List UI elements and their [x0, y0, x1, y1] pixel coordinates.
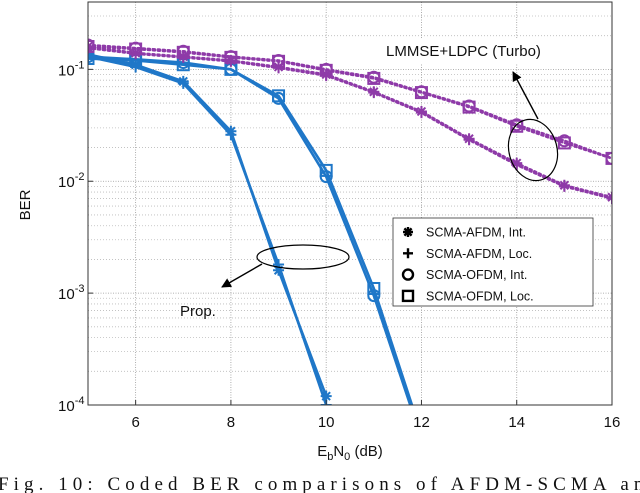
marker [558, 180, 570, 192]
x-tick-label: 14 [508, 414, 525, 431]
x-tick-label: 6 [131, 414, 139, 431]
y-tick-exponent: -3 [75, 283, 85, 295]
marker [272, 89, 286, 103]
y-tick-exponent: -2 [75, 171, 85, 183]
annotation-ellipse [256, 244, 350, 270]
plot-frame [87, 1, 613, 406]
series-line [88, 55, 328, 405]
y-tick-base: 10 [58, 62, 75, 79]
annotation-arrow [221, 263, 263, 288]
y-axis-label: BER [17, 189, 34, 220]
marker [224, 50, 238, 64]
marker [273, 259, 285, 271]
marker [272, 54, 286, 68]
caption: Fig. 10: Coded BER comparisons of AFDM-S… [0, 474, 640, 493]
marker [319, 63, 333, 77]
annotation: LMMSE+LDPC (Turbo) [386, 43, 541, 60]
marker [367, 281, 381, 295]
annotation-arrow [512, 71, 539, 120]
marker [403, 248, 413, 259]
marker [557, 136, 571, 150]
marker [273, 62, 285, 74]
marker [129, 42, 143, 56]
legend-label: SCMA-OFDM, Int. [426, 268, 527, 282]
marker [605, 151, 612, 165]
marker [273, 264, 285, 276]
marker [401, 268, 415, 281]
x-tick-label: 12 [413, 414, 430, 431]
marker [88, 40, 95, 54]
marker [88, 52, 95, 66]
marker [225, 129, 237, 141]
y-tick-exponent: -1 [75, 59, 85, 71]
marker [462, 100, 476, 114]
y-tick-base: 10 [58, 286, 75, 303]
x-tick-label: 8 [227, 414, 235, 431]
y-tick-base: 10 [58, 398, 75, 415]
y-tick-label: 10-4 [58, 395, 84, 415]
marker [320, 390, 332, 402]
series-line [88, 46, 612, 200]
x-label-part: 0 [344, 451, 350, 463]
annotation-ellipse [507, 118, 559, 182]
marker [414, 86, 428, 100]
annotation-bg [380, 38, 606, 64]
x-label-part: (dB) [350, 443, 383, 460]
marker [368, 87, 380, 99]
x-tick-label: 10 [318, 414, 335, 431]
marker [319, 163, 333, 177]
marker [367, 71, 381, 85]
series-line [88, 57, 414, 405]
marker [403, 227, 413, 237]
annotation: Prop. [180, 303, 216, 320]
marker [606, 193, 612, 205]
legend-label: SCMA-AFDM, Int. [426, 226, 526, 240]
marker [510, 119, 524, 133]
y-tick-exponent: -4 [75, 395, 85, 407]
marker [176, 45, 190, 59]
series-line [88, 45, 612, 160]
y-tick-label: 10-3 [58, 283, 84, 303]
marker [177, 77, 189, 89]
marker [463, 134, 475, 146]
y-tick-label: 10-2 [58, 171, 84, 191]
y-tick-label: 10-1 [58, 59, 84, 79]
x-tick-label: 16 [604, 414, 621, 431]
marker [401, 289, 415, 303]
x-label-part: b [327, 451, 333, 463]
x-axis-label: EbN0 (dB) [317, 443, 383, 463]
legend-label: SCMA-OFDM, Loc. [426, 289, 534, 303]
x-label-part: E [317, 443, 327, 460]
marker [415, 107, 427, 119]
legend-label: SCMA-AFDM, Loc. [426, 247, 532, 261]
x-label-part: N [333, 443, 344, 460]
legend-box [392, 217, 594, 307]
marker [416, 433, 427, 444]
y-tick-base: 10 [58, 174, 75, 191]
